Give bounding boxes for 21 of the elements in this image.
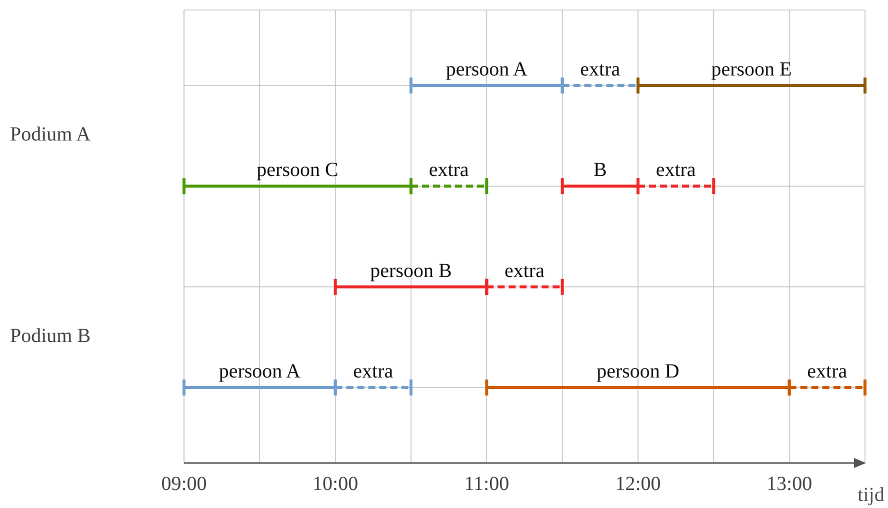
x-tick-label: 12:00 bbox=[615, 473, 661, 495]
series-label: persoon A bbox=[446, 58, 528, 80]
series-label: extra bbox=[504, 260, 545, 282]
y-tick-label: Podium B bbox=[10, 324, 91, 347]
series-label: extra bbox=[656, 159, 696, 182]
series-label: persoon B bbox=[370, 260, 452, 282]
x-tick-label: 10:00 bbox=[312, 473, 358, 495]
series-label: extra bbox=[428, 159, 469, 182]
series-label: persoon A bbox=[218, 360, 302, 382]
series-label: persoon D bbox=[596, 360, 680, 382]
x-tick-label: 11:00 bbox=[464, 473, 510, 495]
series-label: persoon C bbox=[256, 159, 338, 182]
y-tick-label: Podium A bbox=[10, 123, 92, 146]
x-tick-label: 13:00 bbox=[766, 473, 812, 495]
series-label: persoon E bbox=[711, 58, 792, 80]
x-axis-title: tijd bbox=[858, 484, 884, 506]
series-label: extra bbox=[353, 360, 394, 382]
series-label: extra bbox=[580, 58, 620, 80]
x-tick-label: 09:00 bbox=[161, 473, 207, 495]
series-label: extra bbox=[807, 360, 848, 382]
series-label: B bbox=[593, 159, 607, 182]
